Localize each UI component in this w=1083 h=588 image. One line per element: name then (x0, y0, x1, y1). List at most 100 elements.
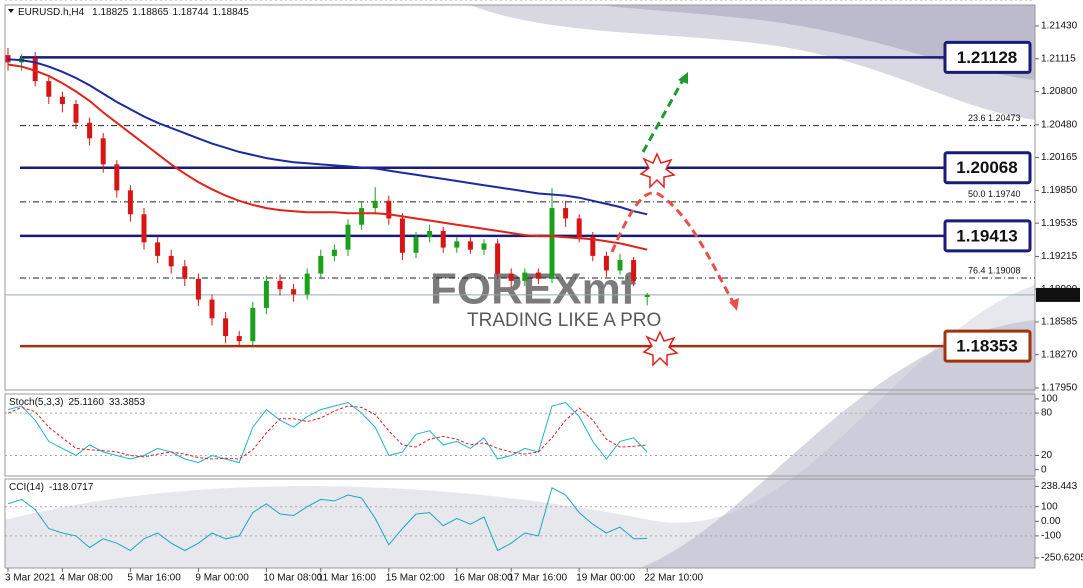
symbol: EURUSD.h,H4 (18, 7, 85, 18)
y-tick-label: 238.443 (1041, 481, 1078, 492)
candle-body (495, 243, 501, 274)
candle-body (440, 230, 446, 248)
candle-body (522, 272, 528, 281)
candle-body (114, 164, 120, 191)
level-label: 1.20068 (956, 158, 1017, 177)
candle-body (223, 318, 229, 337)
indicator-header: Stoch(5,3,3) 25.1160 33.3853 (9, 397, 145, 408)
y-tick-label: 20 (1041, 450, 1053, 461)
x-tick-label: 11 Mar 16:00 (318, 573, 377, 584)
candle-body (141, 214, 147, 243)
level-label: 1.18353 (956, 337, 1017, 356)
series-line (7, 63, 648, 251)
candle-body (127, 190, 133, 215)
x-tick-label: 3 Mar 2021 (5, 573, 56, 584)
x-tick-label: 16 Mar 08:00 (454, 573, 513, 584)
candle-body (155, 242, 161, 256)
arrow-head (678, 72, 688, 84)
candle-body (100, 138, 106, 165)
y-tick-label: 1.19215 (1041, 251, 1078, 262)
series-line (7, 58, 648, 216)
candle-body (304, 273, 310, 295)
decor (640, 320, 1035, 568)
level-box (943, 219, 1032, 253)
level-box (943, 329, 1032, 363)
candle-body (182, 266, 188, 279)
y-tick-label: 0.00 (1041, 516, 1061, 527)
y-tick-label: 1.19850 (1041, 185, 1078, 196)
level-label: 1.19413 (956, 226, 1017, 245)
price-panel (4, 4, 1036, 391)
candle-body (318, 255, 324, 274)
series-line (7, 487, 648, 552)
candle-body (168, 255, 174, 267)
x-tick-label: 10 Mar 08:00 (263, 573, 322, 584)
up-arrow (641, 77, 686, 153)
candle-body (73, 104, 79, 123)
y-tick-label: -100 (1041, 531, 1061, 542)
candle-body (209, 299, 215, 319)
y-tick-label: 1.20480 (1041, 119, 1078, 130)
indicator-text: Stoch(5,3,3) (9, 397, 63, 408)
cci-panel (4, 478, 1036, 569)
candle-body (87, 122, 93, 139)
burst (642, 330, 679, 367)
y-tick-label: 1.20165 (1041, 152, 1078, 163)
indicator-text: CCI(14) (9, 482, 44, 493)
candle-body (427, 230, 433, 238)
candle-body (359, 208, 365, 225)
candle-body (250, 307, 256, 342)
indicator-text: 25.1160 (68, 397, 104, 408)
candle-body (603, 255, 609, 271)
decor (600, 5, 1035, 80)
x-tick-label: 19 Mar 00:00 (576, 573, 635, 584)
fib-price: 1.19008 (988, 265, 1021, 275)
level-box (943, 151, 1032, 185)
indicator-header: CCI(14) -118.0717 (9, 482, 94, 493)
candle-body (576, 218, 582, 238)
candle-body (631, 260, 637, 281)
candle-body (331, 249, 337, 256)
fib-price: 1.20473 (988, 113, 1021, 123)
candle-body (263, 280, 269, 308)
x-tick-label: 17 Mar 16:00 (508, 573, 567, 584)
y-tick-label: 1.19535 (1041, 218, 1078, 229)
stoch-panel (4, 393, 1036, 477)
down-arrow (610, 191, 736, 305)
x-tick-label: 9 Mar 00:00 (195, 573, 249, 584)
fib-level: 76.4 (968, 265, 986, 275)
y-tick-label: 1.18270 (1041, 349, 1078, 360)
last-price-label: 1.18845 (1040, 290, 1077, 301)
candle-body (5, 55, 11, 63)
candle-body (399, 218, 405, 253)
candle-body (467, 241, 473, 250)
candle-body (549, 208, 555, 279)
level-label: 1.21128 (957, 48, 1018, 67)
watermark: FOREXmf (430, 265, 636, 314)
candle-body (508, 273, 514, 281)
arrow-head (729, 298, 739, 311)
candle-body (59, 96, 65, 105)
indicator-text: 33.3853 (109, 397, 146, 408)
ohlc-value: 1.18865 (132, 7, 169, 18)
candle-body (413, 237, 419, 253)
series-line (7, 405, 648, 460)
watermark-tagline: TRADING LIKE A PRO (467, 310, 661, 331)
candle-body (195, 278, 201, 300)
candle-body (291, 289, 297, 295)
candle-body (386, 200, 392, 219)
y-tick-label: 100 (1041, 394, 1058, 405)
candle-body (277, 280, 283, 290)
level-box (943, 40, 1032, 74)
fib-price: 1.19740 (988, 189, 1021, 199)
y-tick-label: 0 (1041, 464, 1047, 475)
candle-body (535, 272, 541, 279)
ohlc-value: 1.18744 (172, 7, 209, 18)
menu-marker (8, 9, 14, 13)
series-line (7, 401, 648, 464)
y-tick-label: 1.17950 (1041, 383, 1078, 394)
x-tick-label: 4 Mar 08:00 (59, 573, 113, 584)
indicator-text: -118.0717 (49, 482, 94, 493)
burst (639, 152, 676, 189)
